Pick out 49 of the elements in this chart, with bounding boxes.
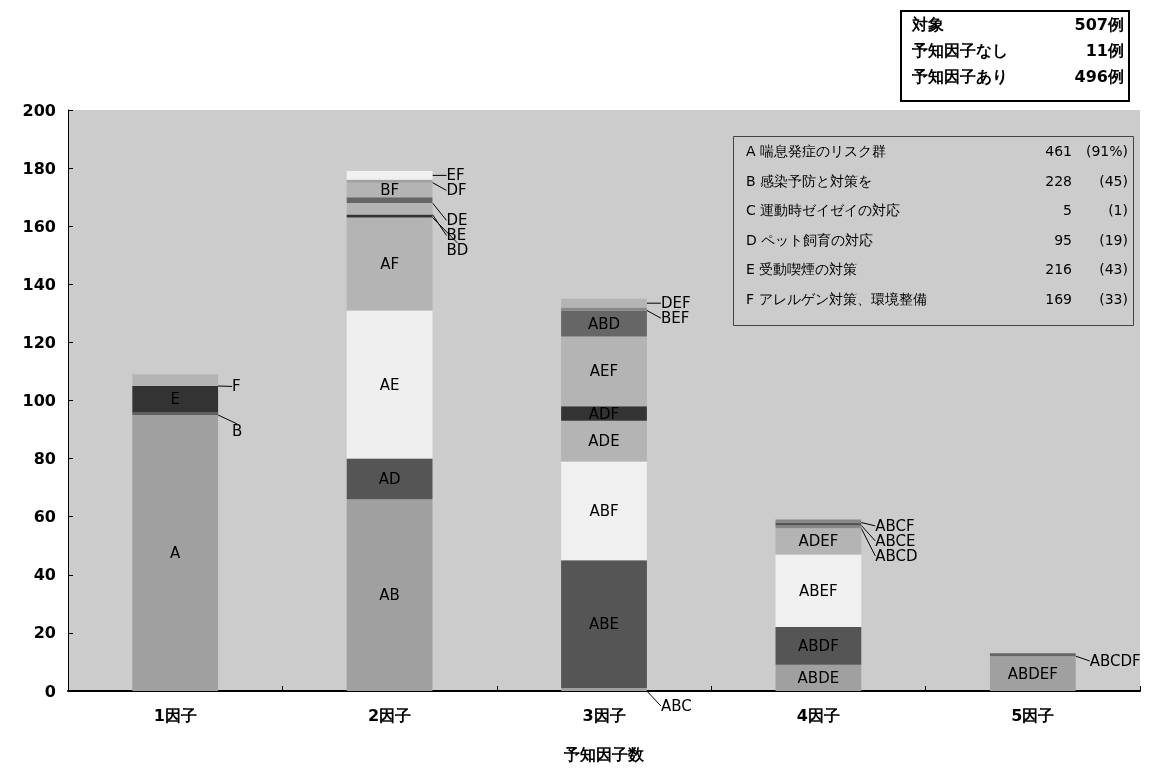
- series-label: ADEF: [798, 532, 839, 551]
- series-label: DF: [446, 181, 467, 200]
- y-tick-label: 80: [33, 449, 56, 469]
- x-tick-label: 5因子: [1011, 705, 1055, 725]
- series-label: AB: [379, 586, 400, 605]
- series-label: AF: [380, 254, 400, 273]
- text: 予知因子あり 496例: [912, 66, 1124, 86]
- series-label: ABDEF: [1007, 664, 1058, 683]
- x-tick-label: 1因子: [153, 705, 197, 725]
- series-label: ABE: [588, 615, 620, 634]
- series-label: ABDE: [797, 668, 840, 687]
- text: E 受動喫煙の対策 216 (43): [746, 261, 1128, 277]
- x-tick-label: 2因子: [368, 705, 412, 725]
- series-label: A: [170, 544, 182, 563]
- text: B 感染予防と対策を 228 (45): [746, 172, 1128, 189]
- series-label: ADE: [588, 432, 620, 451]
- series-label: ABF: [589, 501, 619, 520]
- text: D ペット飼育の対応 95 (19): [746, 231, 1128, 248]
- series-label: AEF: [589, 362, 619, 381]
- y-tick-label: 160: [22, 216, 56, 236]
- y-tick-label: 180: [22, 158, 56, 178]
- series-label: BD: [446, 241, 469, 260]
- series-label: AE: [379, 375, 400, 394]
- series-label: ABEF: [799, 581, 838, 600]
- y-tick-label: 40: [33, 565, 56, 585]
- x-axis-title: 予知因子数: [563, 744, 645, 764]
- text: A 喘息発症のリスク群 461 (91%): [746, 143, 1128, 159]
- y-tick-label: 140: [22, 274, 56, 294]
- series-label: AD: [378, 469, 401, 488]
- y-tick-label: 100: [22, 391, 56, 410]
- y-tick-label: 60: [33, 507, 56, 527]
- series-label: B: [232, 422, 243, 441]
- y-tick-label: 120: [22, 332, 56, 352]
- text: C 運動時ゼイゼイの対応 5 (1): [746, 202, 1128, 218]
- series-label: ABC: [660, 696, 692, 715]
- series-label: ABDF: [798, 636, 839, 655]
- x-tick-label: 4因子: [796, 705, 840, 725]
- series-label: ABD: [587, 314, 621, 333]
- y-tick-label: 200: [22, 100, 56, 120]
- series-label: BEF: [660, 309, 690, 328]
- y-tick-label: 0: [44, 681, 56, 701]
- text: 予知因子なし 11例: [912, 40, 1124, 60]
- text: F アレルゲン対策、環境整備 169 (33): [746, 290, 1128, 307]
- text: 対象 507例: [912, 14, 1124, 34]
- series-label: BF: [380, 180, 400, 199]
- x-tick-label: 3因子: [582, 705, 626, 725]
- series-label: ABCDF: [1089, 651, 1141, 670]
- series-label: F: [232, 377, 241, 396]
- y-tick-label: 20: [33, 623, 56, 643]
